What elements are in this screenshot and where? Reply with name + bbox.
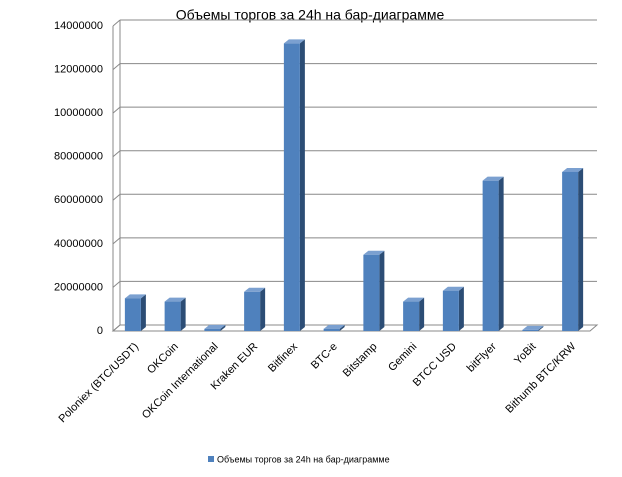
bar-side [379, 250, 385, 331]
bar [363, 254, 380, 331]
y-tick-label: 14000000 [54, 20, 103, 32]
bar-top [283, 39, 305, 44]
x-tick-label: Poloniex (BTC/USDT) [56, 341, 141, 426]
bar [283, 43, 300, 332]
x-tick-label: YoBit [512, 341, 538, 367]
x-tick-label: bitFlyer [465, 340, 499, 374]
grid-line [112, 63, 121, 70]
grid-line [112, 150, 121, 158]
x-tick-label: BTCC USD [411, 341, 459, 389]
grid-line [112, 237, 121, 245]
bar [442, 290, 459, 331]
bar [323, 328, 340, 331]
bar-top [204, 324, 226, 329]
bar [562, 171, 579, 331]
y-tick-label: 10000000 [54, 107, 103, 119]
grid-line [112, 193, 121, 201]
bar [522, 329, 539, 331]
bar [403, 301, 420, 331]
y-tick-label: 12000000 [54, 63, 103, 75]
bar [244, 291, 261, 331]
bar-side [299, 39, 305, 332]
grid-line [112, 106, 121, 114]
bar-top [403, 297, 425, 302]
bar-side [339, 324, 345, 331]
chart-title: Объемы торгов за 24h на бар-диаграмме [176, 7, 445, 23]
bar [204, 328, 221, 331]
bar-side [220, 324, 226, 331]
grid-line [112, 19, 121, 27]
bar-top [164, 297, 186, 302]
bar-side [538, 325, 544, 331]
bar-top [562, 167, 584, 172]
bar-side [458, 286, 464, 331]
floor [111, 324, 599, 332]
y-tick-label: 0 [97, 325, 103, 337]
bar-top [363, 250, 385, 255]
legend-swatch [208, 456, 214, 462]
bar-top [442, 286, 464, 291]
x-tick-label: Gemini [386, 341, 419, 374]
bar [124, 298, 141, 331]
bar [164, 301, 181, 331]
x-tick-label: BTC-e [309, 341, 340, 372]
bar-side [419, 297, 425, 331]
bar-side [498, 176, 504, 331]
x-tick-label: Bithumb BTC/KRW [503, 340, 578, 415]
bar [482, 180, 499, 331]
y-tick-label: 80000000 [54, 151, 103, 163]
x-tick-label: OKCoin International [140, 341, 221, 422]
legend-label: Объемы торгов за 24h на бар-диаграмме [217, 454, 390, 464]
bar-top [244, 287, 266, 292]
bar-side [140, 294, 146, 331]
bar-top [323, 324, 345, 329]
x-tick-label: Bitstamp [341, 341, 380, 380]
bar-side [180, 297, 186, 331]
y-tick-label: 60000000 [54, 194, 103, 206]
bar-side [578, 167, 584, 331]
bar-top [482, 176, 504, 181]
y-tick-label: 40000000 [54, 238, 103, 250]
x-tick-label: OKCoin [145, 341, 181, 377]
bar-top [124, 294, 146, 299]
bar-side [260, 287, 266, 331]
bar-top [522, 325, 544, 330]
grid-line [112, 281, 121, 288]
x-tick-label: Bitfinex [266, 340, 300, 374]
y-tick-label: 20000000 [54, 281, 103, 293]
